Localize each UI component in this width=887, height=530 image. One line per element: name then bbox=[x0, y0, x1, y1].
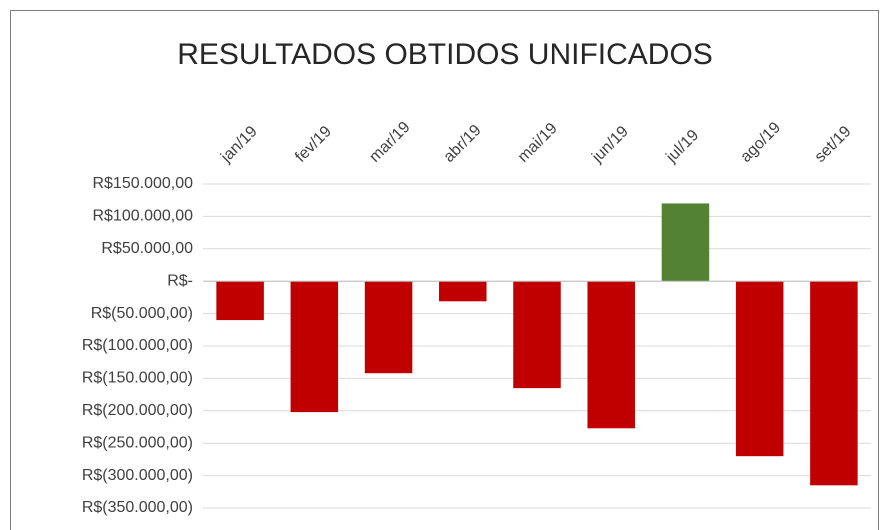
bar bbox=[216, 281, 264, 321]
y-tick-label: R$50.000,00 bbox=[101, 240, 193, 257]
bar bbox=[735, 281, 784, 457]
y-tick-label: R$(150.000,00) bbox=[82, 370, 193, 387]
bar bbox=[513, 281, 561, 389]
y-tick-label: R$(250.000,00) bbox=[82, 434, 193, 451]
y-tick-label: R$100.000,00 bbox=[92, 208, 193, 225]
y-tick-label: R$(300.000,00) bbox=[82, 467, 193, 484]
y-tick-label: R$(100.000,00) bbox=[82, 337, 193, 354]
y-tick-label: R$(200.000,00) bbox=[82, 402, 193, 419]
bar bbox=[587, 281, 635, 429]
bar bbox=[810, 281, 858, 486]
bar bbox=[364, 281, 413, 374]
y-tick-label: R$- bbox=[167, 272, 193, 289]
bar bbox=[439, 281, 487, 302]
y-tick-label: R$150.000,00 bbox=[92, 175, 193, 192]
chart-title: RESULTADOS OBTIDOS UNIFICADOS bbox=[177, 38, 713, 71]
bar bbox=[661, 203, 710, 282]
bar bbox=[290, 281, 339, 413]
y-tick-label: R$(350.000,00) bbox=[82, 499, 193, 516]
y-tick-label: R$(50.000,00) bbox=[91, 305, 193, 322]
